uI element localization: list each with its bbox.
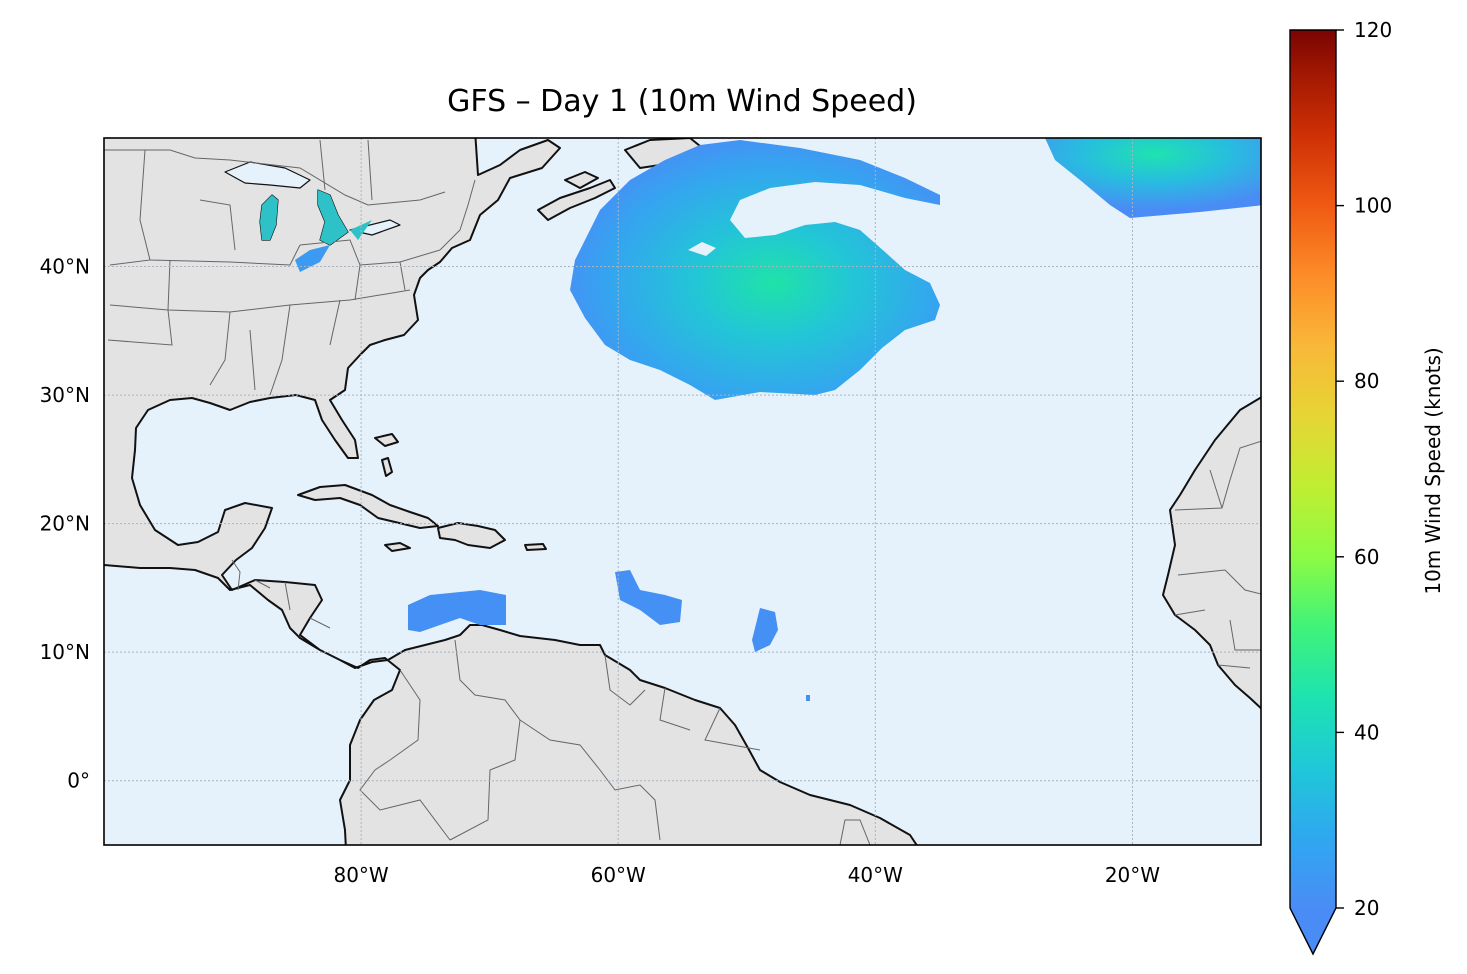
jamaica: [384, 542, 411, 552]
wind-storm-ne: [1045, 138, 1261, 218]
lat-tick-label: 20°N: [40, 512, 90, 536]
lat-tick-label: 40°N: [40, 255, 90, 279]
lon-tick-label: 80°W: [333, 863, 388, 887]
cape-breton: [564, 171, 599, 189]
map-panel: [104, 138, 1261, 845]
cuba: [297, 484, 439, 529]
lat-tick-label: 0°: [67, 769, 90, 793]
colorbar-tick-label: 60: [1354, 545, 1379, 569]
map-title: GFS – Day 1 (10m Wind Speed): [447, 84, 917, 119]
wind-speck: [806, 695, 810, 701]
colorbar: 20 40 60 80 100 120 10m Wind Speed (knots): [1289, 18, 1445, 956]
lon-tick-labels: 80°W 60°W 40°W 20°W: [333, 863, 1160, 887]
wind-caribbean: [408, 590, 506, 632]
wind-lakes: [260, 190, 372, 245]
wind-field: [260, 138, 1261, 701]
colorbar-tick-label: 80: [1354, 369, 1379, 393]
nova-scotia: [537, 179, 616, 221]
wind-atlantic-2: [752, 608, 778, 652]
borders: [104, 139, 1261, 845]
lat-tick-label: 10°N: [40, 640, 90, 664]
lon-tick-label: 40°W: [848, 863, 903, 887]
puerto-rico: [524, 543, 547, 551]
hispaniola: [437, 522, 506, 549]
map-frame: [103, 137, 1262, 846]
wind-lakes-patch: [295, 245, 330, 272]
colorbar-tick-label: 100: [1354, 194, 1392, 218]
wind-atlantic-1: [615, 570, 682, 625]
colorbar-tick-label: 40: [1354, 720, 1379, 744]
lon-tick-label: 60°W: [591, 863, 646, 887]
lon-tick-label: 20°W: [1105, 863, 1160, 887]
bahamas: [374, 433, 399, 477]
lat-tick-labels: 40°N 30°N 20°N 10°N 0°: [40, 255, 90, 793]
wind-calm-pocket: [688, 242, 716, 256]
colorbar-tick-label: 20: [1354, 896, 1379, 920]
lat-tick-label: 30°N: [40, 383, 90, 407]
north-america-land: [104, 138, 918, 845]
wind-storm-main: [570, 140, 940, 400]
colorbar-outline: [1289, 29, 1337, 956]
colorbar-tick-label: 120: [1354, 18, 1392, 42]
gridlines: [104, 138, 1261, 845]
colorbar-ramp: [1290, 30, 1336, 908]
colorbar-ticks: 20 40 60 80 100 120: [1336, 18, 1392, 920]
colorbar-label: 10m Wind Speed (knots): [1421, 347, 1445, 594]
colorbar-extend-min: [1290, 908, 1336, 954]
